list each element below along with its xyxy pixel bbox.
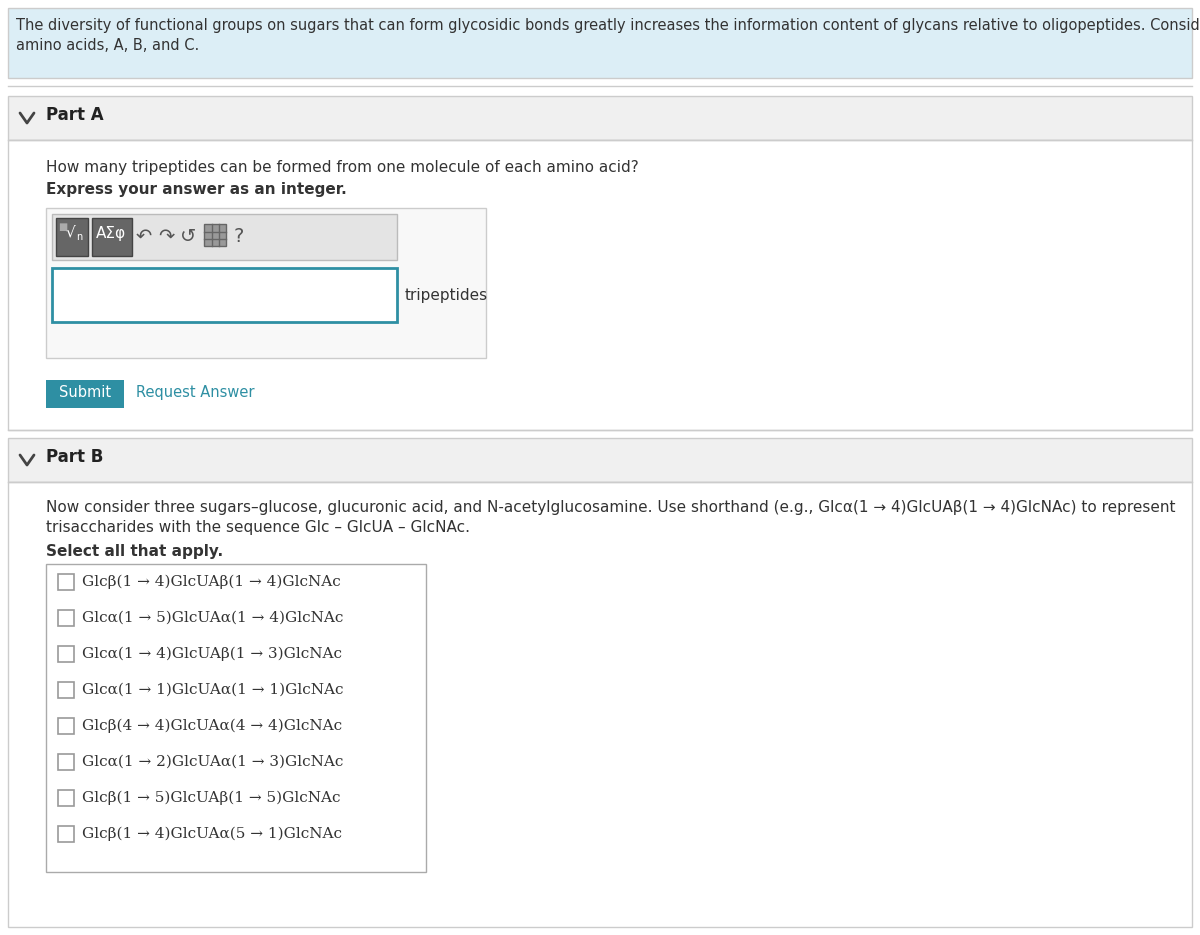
Text: Part B: Part B bbox=[46, 448, 103, 466]
Text: ■: ■ bbox=[58, 222, 67, 232]
Text: Glcβ(1 → 4)GlcUAβ(1 → 4)GlcNAc: Glcβ(1 → 4)GlcUAβ(1 → 4)GlcNAc bbox=[82, 575, 341, 589]
Text: The diversity of functional groups on sugars that can form glycosidic bonds grea: The diversity of functional groups on su… bbox=[16, 18, 1200, 33]
Text: Express your answer as an integer.: Express your answer as an integer. bbox=[46, 182, 347, 197]
Bar bbox=[46, 380, 124, 408]
Text: ↷: ↷ bbox=[158, 227, 174, 246]
Text: ↶: ↶ bbox=[136, 227, 152, 246]
Text: Glcα(1 → 5)GlcUAα(1 → 4)GlcNAc: Glcα(1 → 5)GlcUAα(1 → 4)GlcNAc bbox=[82, 611, 343, 625]
Text: Select all that apply.: Select all that apply. bbox=[46, 544, 223, 559]
Text: Glcα(1 → 4)GlcUAβ(1 → 3)GlcNAc: Glcα(1 → 4)GlcUAβ(1 → 3)GlcNAc bbox=[82, 647, 342, 661]
Bar bbox=[92, 218, 132, 256]
Bar bbox=[46, 564, 426, 872]
Text: ?: ? bbox=[234, 227, 245, 246]
Text: Glcα(1 → 2)GlcUAα(1 → 3)GlcNAc: Glcα(1 → 2)GlcUAα(1 → 3)GlcNAc bbox=[82, 755, 343, 769]
Text: Now consider three sugars–glucose, glucuronic acid, and N-acetylglucosamine. Use: Now consider three sugars–glucose, glucu… bbox=[46, 500, 1176, 515]
Text: AΣφ: AΣφ bbox=[96, 226, 126, 241]
Bar bbox=[8, 8, 1192, 78]
Bar bbox=[58, 682, 74, 698]
Bar bbox=[8, 438, 1192, 482]
Text: Glcβ(1 → 4)GlcUAα(5 → 1)GlcNAc: Glcβ(1 → 4)GlcUAα(5 → 1)GlcNAc bbox=[82, 827, 342, 842]
Text: amino acids, A, B, and C.: amino acids, A, B, and C. bbox=[16, 38, 199, 53]
Bar bbox=[58, 610, 74, 626]
Text: Glcα(1 → 1)GlcUAα(1 → 1)GlcNAc: Glcα(1 → 1)GlcUAα(1 → 1)GlcNAc bbox=[82, 683, 343, 697]
Bar bbox=[58, 574, 74, 590]
Bar bbox=[8, 482, 1192, 927]
Bar bbox=[52, 214, 397, 260]
Text: Request Answer: Request Answer bbox=[136, 385, 254, 400]
Bar bbox=[58, 754, 74, 770]
Text: tripeptides: tripeptides bbox=[406, 288, 488, 303]
Bar bbox=[58, 790, 74, 806]
Text: ↺: ↺ bbox=[180, 227, 197, 246]
Text: Glcβ(1 → 5)GlcUAβ(1 → 5)GlcNAc: Glcβ(1 → 5)GlcUAβ(1 → 5)GlcNAc bbox=[82, 791, 341, 805]
Text: How many tripeptides can be formed from one molecule of each amino acid?: How many tripeptides can be formed from … bbox=[46, 160, 638, 175]
Bar bbox=[52, 268, 397, 322]
Text: Submit: Submit bbox=[59, 385, 112, 400]
Bar bbox=[58, 826, 74, 842]
Text: trisaccharides with the sequence Glc – GlcUA – GlcNAc.: trisaccharides with the sequence Glc – G… bbox=[46, 520, 470, 535]
Text: √: √ bbox=[66, 224, 76, 239]
Bar bbox=[46, 208, 486, 358]
Text: Part A: Part A bbox=[46, 106, 103, 124]
Bar bbox=[56, 218, 88, 256]
Text: Glcβ(4 → 4)GlcUAα(4 → 4)GlcNAc: Glcβ(4 → 4)GlcUAα(4 → 4)GlcNAc bbox=[82, 719, 342, 733]
Bar bbox=[58, 718, 74, 734]
Bar bbox=[204, 224, 226, 246]
Bar bbox=[8, 96, 1192, 140]
Bar bbox=[58, 646, 74, 662]
Text: n: n bbox=[76, 232, 83, 242]
Bar bbox=[8, 140, 1192, 430]
